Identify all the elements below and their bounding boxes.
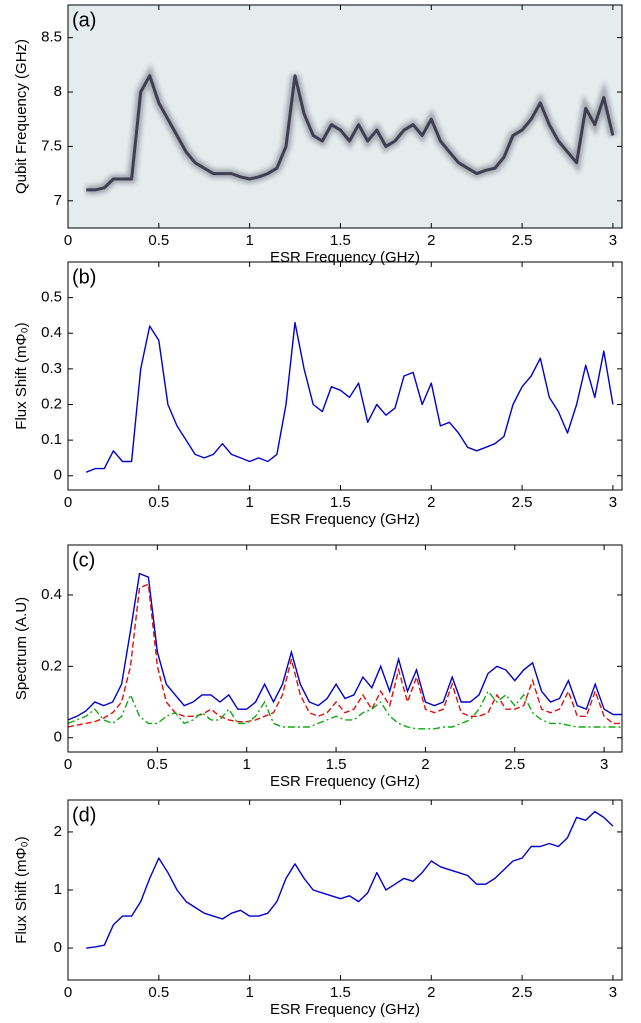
x-tick-label: 0.5 xyxy=(148,494,169,511)
series-line xyxy=(67,572,622,721)
y-tick-label: 0.1 xyxy=(41,431,62,448)
y-tick-label: 0 xyxy=(54,939,62,956)
y-tick-label: 0.4 xyxy=(41,586,62,603)
x-tick-label: 0 xyxy=(64,494,72,511)
y-tick-label: 0.3 xyxy=(41,360,62,377)
x-tick-label: 2 xyxy=(427,232,435,249)
x-tick-label: 2.5 xyxy=(512,232,533,249)
panel: 0 0.5 1 1.5 2 2.5 3 0 1 2 ESR Frequency (GHz) Flux … xyxy=(13,799,623,1018)
panel-label: (a) xyxy=(72,9,96,31)
x-tick-label: 2 xyxy=(427,984,435,1001)
axes-frame xyxy=(67,544,623,753)
y-tick-label: 0.2 xyxy=(41,395,62,412)
x-tick-label: 2.5 xyxy=(512,984,533,1001)
x-tick-label: 2.5 xyxy=(504,756,525,773)
y-tick-label: 0.5 xyxy=(41,289,62,306)
panel-label: (d) xyxy=(72,804,96,826)
series-line xyxy=(67,690,622,730)
x-tick-label: 2 xyxy=(421,756,429,773)
x-tick-label: 1 xyxy=(245,232,253,249)
axes-frame xyxy=(67,261,623,491)
y-tick-label: 0.4 xyxy=(41,324,62,341)
x-tick-label: 3 xyxy=(600,756,608,773)
x-tick-label: 2.5 xyxy=(512,494,533,511)
x-tick-label: 3 xyxy=(609,984,617,1001)
x-tick-label: 1.5 xyxy=(326,756,347,773)
y-tick-label: 2 xyxy=(54,823,62,840)
x-tick-label: 3 xyxy=(609,494,617,511)
x-axis-label: ESR Frequency (GHz) xyxy=(270,1001,420,1018)
x-tick-label: 0.5 xyxy=(147,756,168,773)
x-axis-label: ESR Frequency (GHz) xyxy=(270,773,420,790)
y-axis-label: Qubit Frequency (GHz) xyxy=(13,39,30,194)
x-tick-label: 2 xyxy=(427,494,435,511)
y-axis-label: Flux Shift (mΦ₀) xyxy=(13,322,30,429)
axes-frame xyxy=(67,4,623,229)
panel: 0 0.5 1 1.5 2 2.5 3 0 0.1 0.2 0.3 0.4 0.5 ESR Frequen… xyxy=(13,261,623,528)
x-axis-label: ESR Frequency (GHz) xyxy=(270,511,420,528)
x-tick-label: 1 xyxy=(245,494,253,511)
y-axis-label: Flux Shift (mΦ₀) xyxy=(13,836,30,943)
y-tick-label: 0.2 xyxy=(41,657,62,674)
x-tick-label: 0.5 xyxy=(148,984,169,1001)
y-axis-label: Spectrum (A.U) xyxy=(13,597,30,700)
x-tick-label: 3 xyxy=(609,232,617,249)
x-tick-label: 1.5 xyxy=(330,494,351,511)
heatmap-background xyxy=(68,5,622,228)
panel: 0 0.5 1 1.5 2 2.5 3 0 0.2 0.4 ESR Frequency (GHz) S… xyxy=(13,544,623,790)
x-axis-label: ESR Frequency (GHz) xyxy=(270,249,420,266)
data-line xyxy=(85,321,614,473)
series-line xyxy=(67,583,622,728)
axes-frame xyxy=(67,799,623,981)
x-tick-label: 1.5 xyxy=(330,984,351,1001)
panel-label: (b) xyxy=(72,266,96,288)
x-tick-label: 0 xyxy=(64,232,72,249)
x-tick-label: 0 xyxy=(64,984,72,1001)
x-tick-label: 1 xyxy=(245,984,253,1001)
panel: 0 0.5 1 1.5 2 2.5 3 7 7.5 8 8.5 ESR Frequency (GHz)… xyxy=(13,4,623,266)
y-tick-label: 7 xyxy=(54,192,62,209)
x-tick-label: 0 xyxy=(64,756,72,773)
y-tick-label: 8 xyxy=(54,83,62,100)
data-line xyxy=(86,810,614,949)
x-tick-label: 1.5 xyxy=(330,232,351,249)
y-tick-label: 7.5 xyxy=(41,137,62,154)
y-tick-label: 1 xyxy=(54,881,62,898)
x-tick-label: 0.5 xyxy=(148,232,169,249)
x-tick-label: 1 xyxy=(243,756,251,773)
y-tick-label: 0 xyxy=(54,729,62,746)
y-tick-label: 0 xyxy=(54,467,62,484)
y-tick-label: 8.5 xyxy=(41,29,62,46)
panel-label: (c) xyxy=(72,549,95,571)
ridge xyxy=(86,74,615,192)
